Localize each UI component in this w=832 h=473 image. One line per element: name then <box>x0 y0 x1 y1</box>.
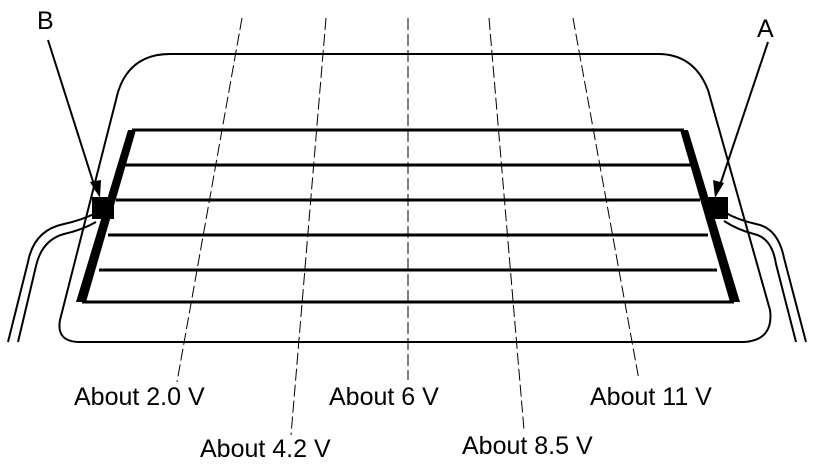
voltage-label-5: About 11 V <box>590 383 712 411</box>
leader-arrow-b <box>47 39 101 198</box>
terminal-b <box>92 197 114 219</box>
terminal-a-label: A <box>757 15 774 43</box>
voltage-label-1: About 2.0 V <box>74 383 205 411</box>
voltage-label-3: About 6 V <box>329 383 439 411</box>
voltage-label-4: About 8.5 V <box>462 432 593 460</box>
wire-right <box>723 211 807 343</box>
leader-arrow-a <box>713 41 769 198</box>
terminal-b-label: B <box>37 7 54 35</box>
wire-left <box>7 212 97 343</box>
measurement-lines <box>176 17 640 436</box>
heater-grid-lines <box>82 128 734 304</box>
measurement-line-4 <box>488 17 525 431</box>
measurement-line-2 <box>290 17 327 436</box>
window-glass-outline <box>58 53 772 343</box>
terminal-a <box>706 197 728 219</box>
voltage-label-2: About 4.2 V <box>200 435 331 463</box>
